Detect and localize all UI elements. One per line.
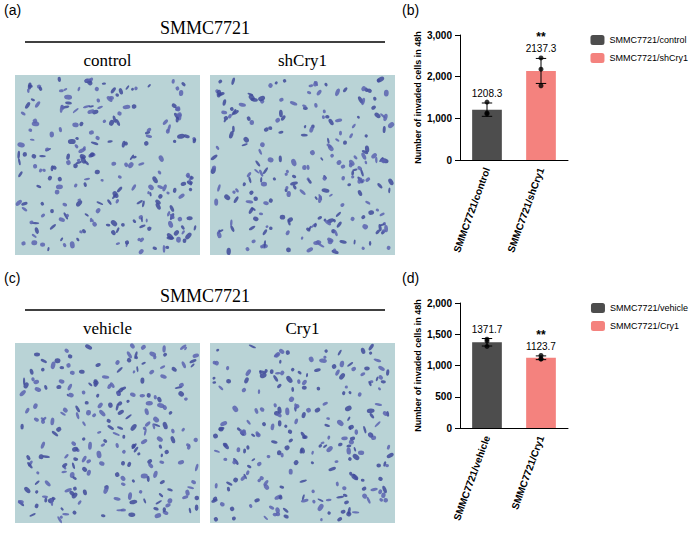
svg-text:SMMC7721/control: SMMC7721/control: [451, 166, 492, 254]
svg-text:1371.7: 1371.7: [472, 324, 503, 335]
svg-text:3,000: 3,000: [427, 30, 452, 41]
svg-text:SMMC7721/Cry1: SMMC7721/Cry1: [610, 321, 679, 331]
html-text:(b): (b): [402, 2, 420, 18]
html-text:(a): (a): [4, 2, 22, 18]
html-text:(c): (c): [4, 270, 21, 286]
svg-text:Number of invaded cells in 48h: Number of invaded cells in 48h: [413, 299, 423, 432]
svg-text:1,500: 1,500: [427, 329, 452, 340]
svg-text:**: **: [536, 328, 546, 342]
svg-text:1123.7: 1123.7: [526, 341, 556, 352]
svg-text:SMMC7721/shCry1: SMMC7721/shCry1: [609, 53, 688, 63]
svg-text:0: 0: [446, 155, 452, 166]
svg-text:SMMC7721/vehicle: SMMC7721/vehicle: [451, 434, 492, 522]
svg-text:SMMC7721: SMMC7721: [160, 18, 250, 38]
svg-text:1,000: 1,000: [427, 360, 452, 371]
svg-text:shCry1: shCry1: [278, 51, 327, 70]
svg-text:**: **: [536, 30, 546, 44]
svg-text:0: 0: [446, 423, 452, 434]
svg-text:SMMC7721/shCry1: SMMC7721/shCry1: [505, 166, 546, 254]
svg-text:Cry1: Cry1: [286, 319, 320, 338]
svg-text:2137.3: 2137.3: [526, 43, 557, 54]
svg-text:Number of invaded cells in 48h: Number of invaded cells in 48h: [413, 31, 423, 164]
svg-text:control: control: [83, 51, 131, 70]
svg-text:SMMC7721/Cry1: SMMC7721/Cry1: [509, 434, 546, 511]
html-text:(d): (d): [402, 270, 420, 286]
svg-text:SMMC7721: SMMC7721: [160, 286, 250, 306]
svg-text:vehicle: vehicle: [83, 319, 132, 338]
svg-text:SMMC7721/vehicle: SMMC7721/vehicle: [610, 303, 688, 313]
svg-text:1,000: 1,000: [427, 113, 452, 124]
svg-text:2,000: 2,000: [427, 71, 452, 82]
svg-text:500: 500: [435, 391, 452, 402]
svg-text:2,000: 2,000: [427, 298, 452, 309]
svg-text:SMMC7721/control: SMMC7721/control: [609, 35, 686, 45]
svg-text:1208.3: 1208.3: [472, 88, 503, 99]
